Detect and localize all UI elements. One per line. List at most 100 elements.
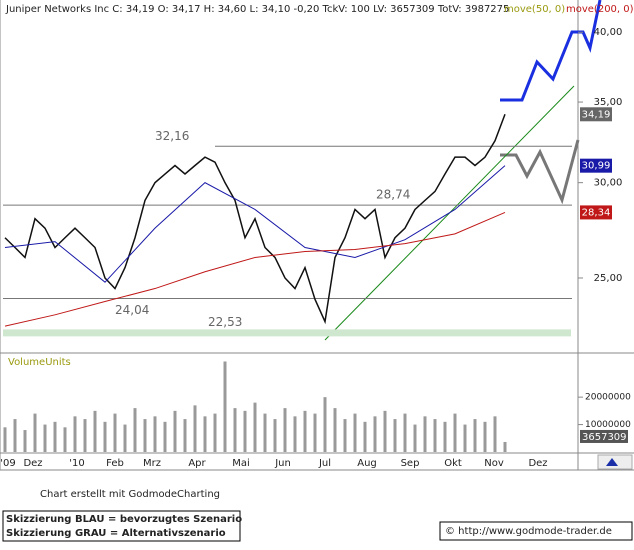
volume-bar	[503, 441, 507, 452]
volume-bar	[73, 416, 77, 452]
volume-bar	[53, 421, 57, 452]
x-tick-label: '09	[0, 458, 15, 469]
volume-bar	[133, 408, 137, 452]
last-volume-box	[580, 429, 628, 443]
volume-bar	[283, 408, 287, 452]
volume-bar	[453, 413, 457, 452]
price-line	[4, 211, 506, 327]
y-tick-label: 20000000	[585, 393, 631, 403]
volume-bar	[393, 419, 397, 452]
volume-bar	[383, 410, 387, 452]
volume-bar	[3, 427, 7, 452]
volume-bar	[213, 413, 217, 452]
x-tick-label: Dez	[23, 458, 42, 469]
legend-entry: move(50, 0)	[504, 4, 565, 15]
volume-bar	[173, 410, 177, 452]
note: Skizzierung BLAU = bevorzugtes Szenario	[6, 514, 242, 525]
volume-bar	[333, 408, 337, 452]
volume-bar	[193, 405, 197, 452]
volume-bar	[403, 413, 407, 452]
x-tick-label: Jul	[318, 458, 331, 469]
volume-bar	[233, 408, 237, 452]
volume-bar	[303, 410, 307, 452]
legend-entry: move(200, 0)	[566, 4, 634, 15]
icon	[606, 458, 618, 466]
volume-bar	[163, 421, 167, 452]
x-tick-label: '10	[69, 458, 84, 469]
x-tick-label: Nov	[484, 458, 504, 469]
volume-bar	[493, 416, 497, 452]
volume-bar	[203, 416, 207, 452]
volume-bar	[143, 419, 147, 452]
volume-bar	[223, 361, 227, 452]
level-label: 24,04	[115, 303, 149, 317]
x-tick-label: Okt	[444, 458, 462, 469]
x-tick-label: Mai	[232, 458, 250, 469]
price-line	[4, 165, 506, 283]
x-tick-label: Jun	[274, 458, 291, 469]
volume-bar	[23, 430, 27, 452]
x-tick-label: Mrz	[143, 458, 161, 469]
volume-bar	[343, 419, 347, 452]
volume-bar	[93, 410, 97, 452]
volume-bar	[123, 424, 127, 452]
last-value-label: 28,34	[582, 207, 611, 218]
level-label: 22,53	[208, 315, 242, 329]
volume-bar	[423, 416, 427, 452]
gray-scenario	[500, 139, 580, 205]
volume-bar	[13, 419, 17, 452]
volume-bar	[293, 416, 297, 452]
y-tick-label: 40,00	[594, 27, 623, 38]
volume-bar	[153, 416, 157, 452]
volume-bar	[483, 421, 487, 452]
url: © http://www.godmode-trader.de	[445, 526, 612, 537]
volume-bar	[363, 421, 367, 452]
volume-bar	[463, 424, 467, 452]
volume-bar	[33, 413, 37, 452]
url-box	[439, 521, 633, 541]
x-tick-label: Dez	[528, 458, 547, 469]
last-value-label: 34,19	[582, 109, 611, 120]
volume-bar	[253, 402, 257, 452]
y-tick-label: 10000000	[585, 420, 631, 430]
volume-bar	[273, 419, 277, 452]
volume-label: VolumeUnits	[8, 357, 71, 368]
support-band	[3, 329, 571, 337]
volume-bar	[313, 413, 317, 452]
note-box	[2, 510, 241, 542]
x-tick-label: Apr	[188, 458, 206, 469]
credit: Chart erstellt mit GodmodeCharting	[40, 489, 220, 500]
x-tick-label: Feb	[106, 458, 124, 469]
last-value-box	[580, 107, 612, 122]
level-label: 32,16	[155, 129, 189, 143]
volume-bar	[353, 413, 357, 452]
last-volume-label: 3657309	[582, 432, 627, 443]
last-value-box	[580, 205, 612, 220]
volume-bar	[263, 413, 267, 452]
volume-bar	[443, 421, 447, 452]
level-label: 28,74	[376, 188, 410, 202]
price-line	[4, 114, 506, 325]
y-tick-label: 35,00	[594, 97, 623, 108]
volume-bar	[63, 427, 67, 452]
note: Skizzierung GRAU = Alternativszenario	[6, 528, 226, 539]
last-value-label: 30,99	[582, 161, 611, 172]
y-tick-label: 25,00	[594, 273, 623, 284]
volume-bar	[413, 424, 417, 452]
x-tick-label: Aug	[357, 458, 377, 469]
volume-bar	[113, 413, 117, 452]
volume-bar	[323, 397, 327, 452]
volume-bar	[103, 421, 107, 452]
last-value-box	[580, 158, 612, 173]
volume-bar	[243, 410, 247, 452]
header: Juniper Networks Inc C: 34,19 O: 34,17 H…	[5, 4, 509, 15]
volume-bar	[183, 419, 187, 452]
blue-scenario	[500, 0, 602, 102]
volume-bar	[433, 419, 437, 452]
volume-bar	[473, 419, 477, 452]
x-tick-label: Sep	[401, 458, 420, 469]
y-tick-label: 30,00	[594, 178, 623, 189]
volume-bar	[373, 416, 377, 452]
